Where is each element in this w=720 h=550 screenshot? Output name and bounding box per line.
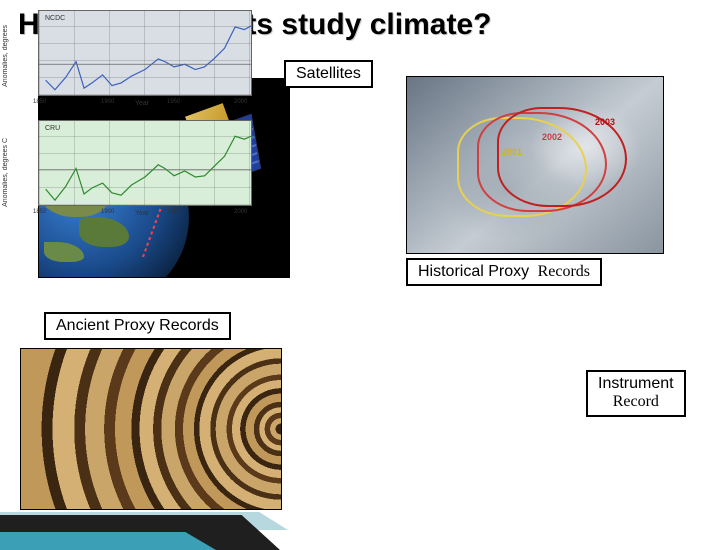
swoosh-layer-teal xyxy=(0,532,216,550)
xtick: 2000 xyxy=(234,209,247,215)
glacier-year-label: 2001 xyxy=(502,147,522,157)
instrument-record-text: Record xyxy=(598,393,674,411)
chart-bot-xlabel: Year xyxy=(135,210,149,217)
tree-rings-image xyxy=(20,348,282,510)
chart-bottom: CRU 1850 1900 1950 2000 xyxy=(38,120,252,206)
glacier-image: 2001 2002 2003 xyxy=(406,76,664,254)
chart-top-source: NCDC xyxy=(45,15,65,22)
historical-proxy-text: Historical Proxy xyxy=(418,263,529,280)
chart-top: NCDC 1850 1900 1950 2000 xyxy=(38,10,252,96)
decorative-swoosh xyxy=(0,490,280,550)
historical-records-text: Records xyxy=(538,263,590,280)
ancient-proxy-label: Ancient Proxy Records xyxy=(44,312,231,340)
instrument-text: Instrument xyxy=(598,375,674,392)
chart-bottom-line xyxy=(39,121,251,206)
chart-bot-source: CRU xyxy=(45,125,60,132)
instrument-record-label: Instrument Record xyxy=(586,370,686,417)
satellites-label: Satellites xyxy=(284,60,373,88)
xtick: 1950 xyxy=(167,99,180,105)
xtick: 1950 xyxy=(167,209,180,215)
chart-top-line xyxy=(39,11,251,96)
chart-top-ylabel: Anomalies, degrees xyxy=(2,25,9,87)
chart-top-xlabel: Year xyxy=(135,100,149,107)
xtick: 2000 xyxy=(234,99,247,105)
xtick: 1900 xyxy=(101,209,114,215)
xtick: 1850 xyxy=(33,209,46,215)
glacier-year-label: 2003 xyxy=(595,117,615,127)
chart-bot-ylabel: Anomalies, degrees C xyxy=(2,138,9,207)
xtick: 1900 xyxy=(101,99,114,105)
xtick: 1850 xyxy=(33,99,46,105)
glacier-year-label: 2002 xyxy=(542,132,562,142)
historical-proxy-label: Historical Proxy Records xyxy=(406,258,602,286)
